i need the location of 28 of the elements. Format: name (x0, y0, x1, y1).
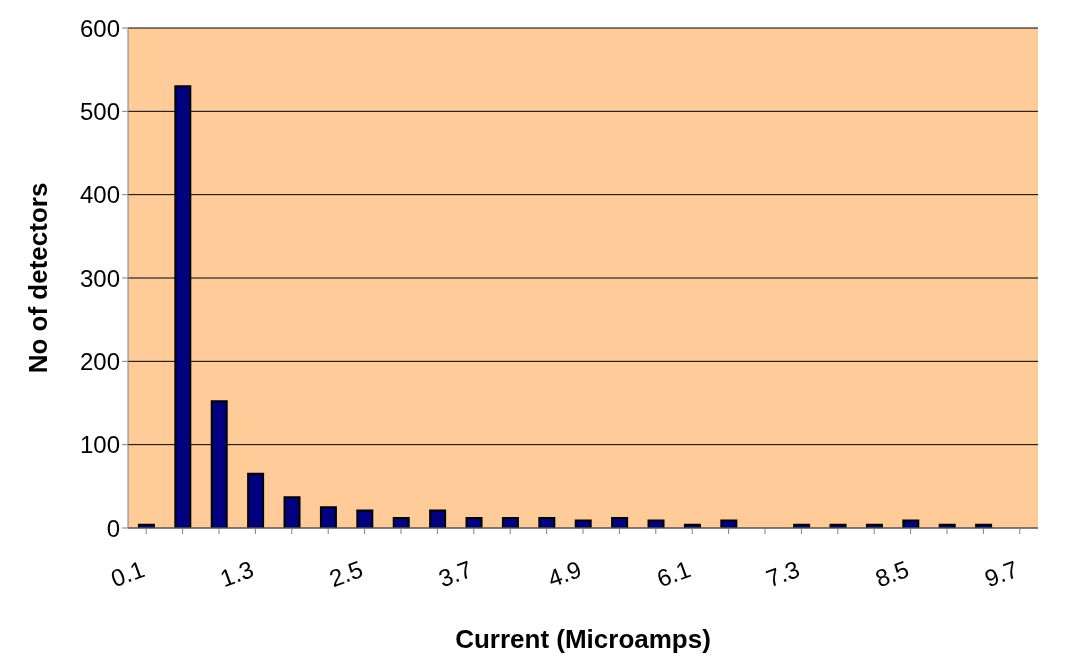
bar (319, 506, 337, 528)
bar (429, 509, 447, 528)
x-tick-label: 1.3 (216, 555, 258, 593)
y-tick-label: 400 (79, 181, 120, 209)
bar (538, 517, 556, 528)
x-tick-label: 4.9 (544, 555, 585, 593)
bar (501, 517, 519, 528)
y-tick-label: 100 (79, 431, 120, 459)
x-tick-label: 6.1 (653, 555, 694, 593)
bar (392, 517, 410, 528)
x-tick-label: 8.5 (871, 555, 913, 593)
x-axis-title: Current (Microamps) (455, 624, 711, 654)
bar (283, 496, 301, 528)
x-tick-label: 9.7 (980, 555, 1022, 593)
bar (465, 517, 483, 528)
bar (247, 472, 265, 528)
x-tick-label: 7.3 (762, 555, 804, 593)
y-axis-title: No of detectors (23, 182, 54, 374)
y-tick-label: 500 (79, 97, 120, 125)
y-tick-label: 600 (79, 14, 120, 42)
bar (611, 517, 629, 528)
x-tick-label: 3.7 (434, 555, 476, 593)
y-tick-label: 300 (79, 264, 120, 292)
y-tick-label: 200 (79, 347, 120, 375)
x-tick-label: 0.1 (107, 555, 148, 593)
y-tick-label: 0 (106, 514, 120, 542)
bar (356, 509, 374, 528)
x-tick-label: 2.5 (325, 555, 367, 593)
